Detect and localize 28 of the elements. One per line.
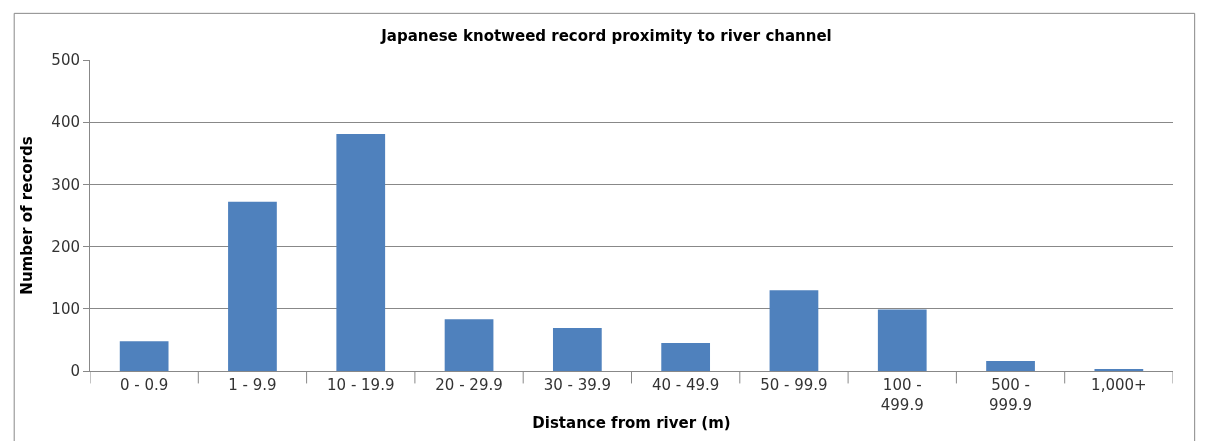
- bar: [769, 290, 819, 371]
- x-tick-label: 40 - 49.9: [651, 376, 720, 394]
- bar: [877, 309, 927, 371]
- x-tick-label: 0 - 0.9: [119, 376, 169, 394]
- bar: [661, 343, 711, 371]
- y-tick-label: 500: [51, 51, 80, 70]
- x-tick-label: 100 - 499.9: [880, 376, 924, 414]
- x-tick-label: 10 - 19.9: [327, 376, 395, 394]
- y-tick-label: 400: [51, 113, 80, 132]
- x-tick-label: 1 - 9.9: [228, 376, 277, 394]
- x-tick-label: 1,000+: [1091, 376, 1147, 394]
- bar: [552, 328, 602, 371]
- y-axis-title: Number of records: [17, 136, 36, 295]
- bar: [986, 361, 1035, 371]
- y-tick-label: 100: [51, 300, 80, 319]
- x-axis-title: Distance from river (m): [532, 413, 731, 432]
- y-tick-label: 300: [51, 175, 80, 194]
- bar: [228, 201, 277, 371]
- x-tick-label: 30 - 39.9: [543, 376, 612, 394]
- x-tick-label: 500 - 999.9: [989, 376, 1033, 414]
- x-tick-label: 50 - 99.9: [760, 376, 828, 394]
- y-tick-label: 200: [51, 237, 80, 256]
- bar: [336, 134, 386, 371]
- chart-title: Japanese knotweed record proximity to river channel: [380, 27, 832, 46]
- x-tick-label: 20 - 29.9: [435, 376, 503, 394]
- y-tick-label: 0: [70, 362, 80, 381]
- bar: [444, 319, 494, 371]
- bar: [119, 341, 169, 371]
